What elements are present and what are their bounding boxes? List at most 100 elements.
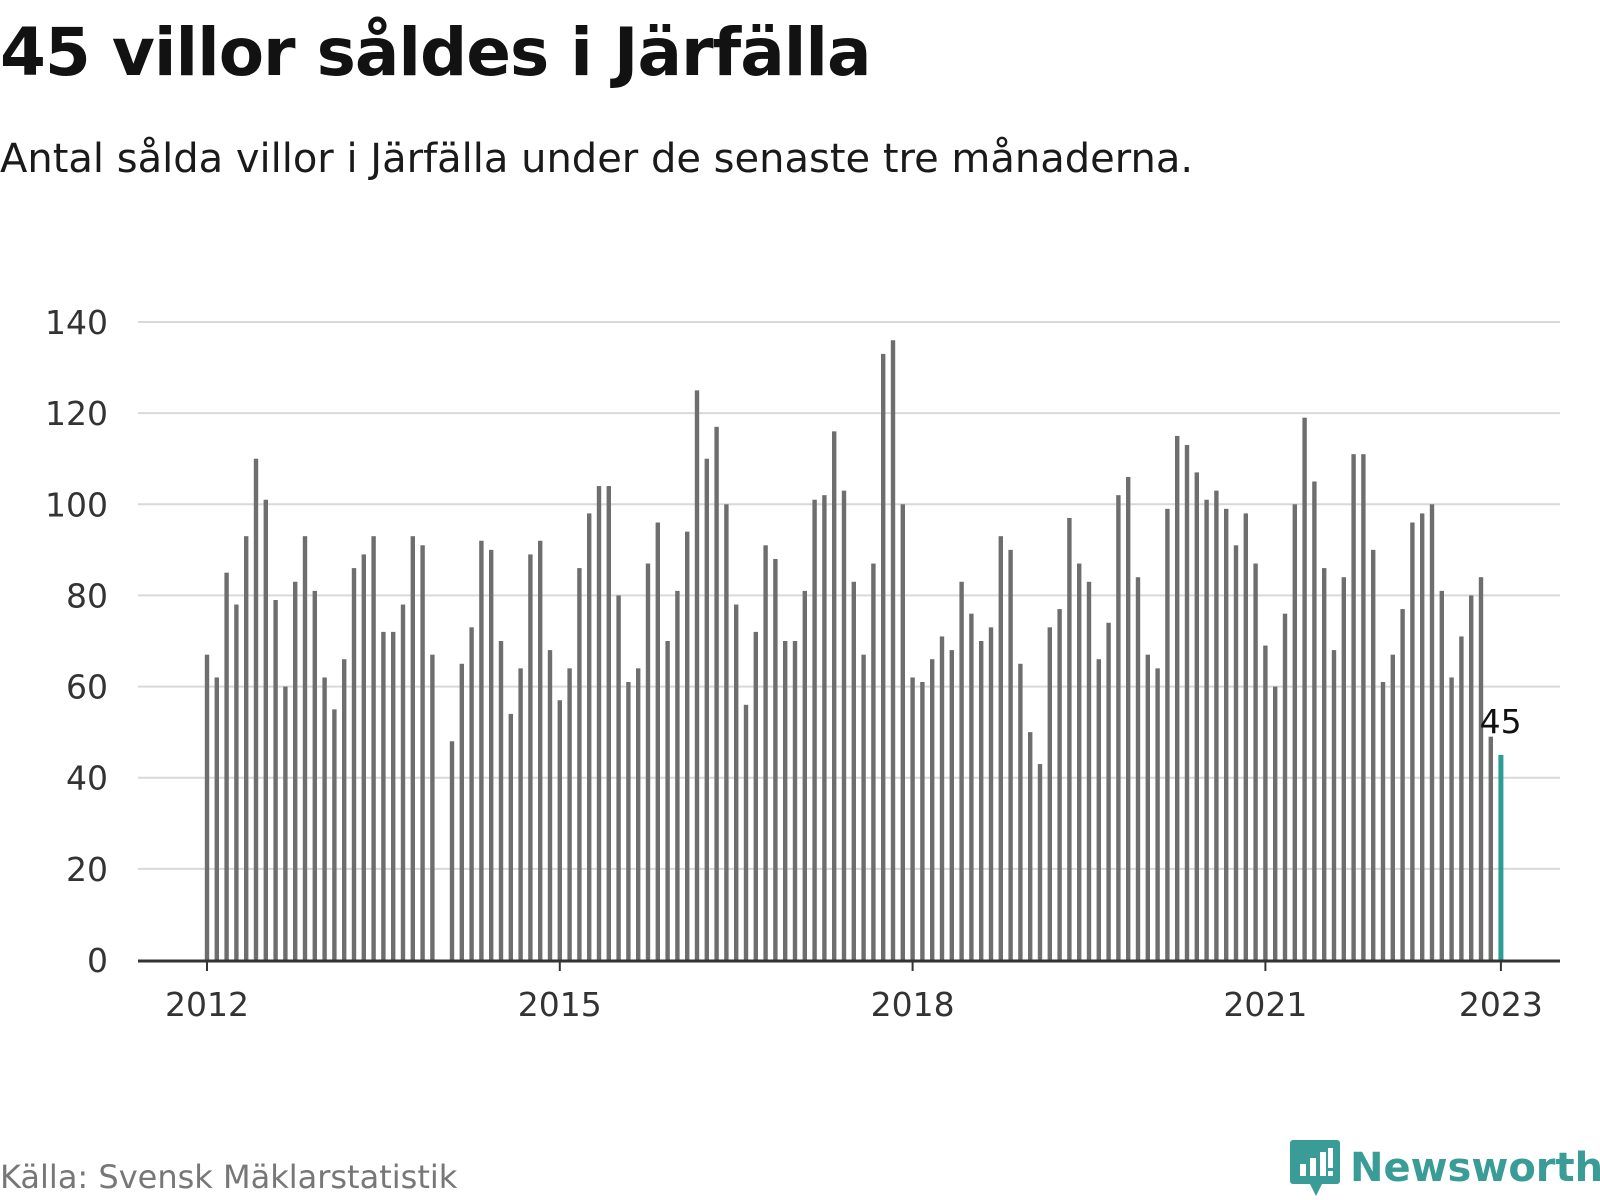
source-note: Källa: Svensk Mäklarstatistik [0, 1158, 458, 1196]
bar [1478, 577, 1484, 960]
bar [1145, 654, 1150, 960]
bar [763, 545, 768, 960]
bar [616, 595, 621, 960]
bar [1282, 613, 1288, 960]
bar [636, 668, 641, 960]
bar [930, 659, 935, 960]
bar [1106, 622, 1111, 960]
y-tick-label: 20 [66, 850, 108, 889]
bar [1204, 499, 1209, 960]
bar [1037, 764, 1043, 960]
bar [1351, 454, 1356, 960]
bar-latest [1498, 754, 1504, 960]
bar [1165, 508, 1170, 960]
y-tick-label: 0 [87, 941, 108, 980]
bar [1371, 549, 1376, 960]
bar [988, 627, 994, 960]
bar [410, 536, 415, 960]
bar [214, 677, 219, 960]
bar [704, 458, 709, 960]
last-value-label: 45 [1480, 702, 1522, 741]
bar [1488, 736, 1493, 960]
bar [822, 495, 827, 960]
bar [1331, 650, 1337, 960]
bar [1077, 563, 1082, 960]
bar [449, 741, 455, 960]
bar [596, 486, 602, 960]
bar [881, 353, 886, 960]
y-tick-label: 100 [45, 485, 108, 524]
bar [1018, 663, 1023, 960]
bar [538, 540, 543, 960]
bar [753, 631, 758, 960]
bar [489, 549, 494, 960]
bar [1253, 563, 1258, 960]
gridlines [138, 321, 1560, 870]
bar [508, 713, 513, 960]
bar [547, 650, 553, 960]
bar [587, 513, 592, 960]
bar [900, 504, 905, 960]
y-tick-label: 40 [66, 759, 108, 798]
y-axis-ticks: 0 20 40 60 80 100 120 140 [45, 303, 108, 980]
bar [1067, 517, 1072, 960]
bar [920, 682, 925, 960]
bar [1243, 513, 1248, 960]
bar [1135, 577, 1141, 960]
bar [792, 641, 798, 960]
bar [1410, 522, 1415, 960]
bar [391, 631, 396, 960]
x-tick-label: 2018 [871, 985, 955, 1024]
bar [645, 563, 651, 960]
bar [518, 668, 523, 960]
bar [1459, 636, 1464, 960]
y-tick-label: 120 [45, 394, 108, 433]
bar [714, 426, 719, 960]
bar [332, 709, 337, 960]
bar [724, 504, 729, 960]
chart-subtitle: Antal sålda villor i Järfälla under de s… [0, 136, 1194, 182]
bar [1400, 609, 1405, 960]
bar [528, 554, 533, 960]
bar [498, 641, 504, 960]
newsworthy-logo-icon [1290, 1140, 1340, 1196]
bar [1322, 568, 1327, 960]
bar [694, 390, 700, 960]
bar [675, 590, 680, 960]
bar [655, 522, 660, 960]
bar [1263, 645, 1268, 960]
bar [1126, 476, 1131, 960]
bar [420, 545, 425, 960]
bar [851, 581, 856, 960]
bar [273, 599, 278, 960]
bar [910, 677, 915, 960]
bar [1224, 508, 1229, 960]
bar [685, 531, 690, 960]
x-tick-label: 2023 [1459, 985, 1543, 1024]
bar [263, 499, 268, 960]
bar [1214, 490, 1219, 960]
bar [459, 663, 464, 960]
bar [743, 704, 749, 960]
bar [1341, 577, 1346, 960]
bar [871, 563, 876, 960]
bar [1361, 454, 1366, 960]
bar [479, 540, 484, 960]
bar [969, 613, 974, 960]
bar [734, 604, 739, 960]
bar [606, 486, 611, 960]
bar [939, 636, 945, 960]
bar [430, 654, 435, 960]
bar [577, 568, 582, 960]
bar [312, 590, 317, 960]
bar [204, 654, 210, 960]
x-tick-label: 2021 [1223, 985, 1307, 1024]
bar [361, 554, 366, 960]
bar [400, 604, 406, 960]
x-tick-label: 2012 [165, 985, 249, 1024]
bar [1469, 595, 1474, 960]
bar [371, 536, 376, 960]
bar [1175, 435, 1180, 960]
newsworthy-brand[interactable]: Newsworthy [1290, 1140, 1600, 1196]
